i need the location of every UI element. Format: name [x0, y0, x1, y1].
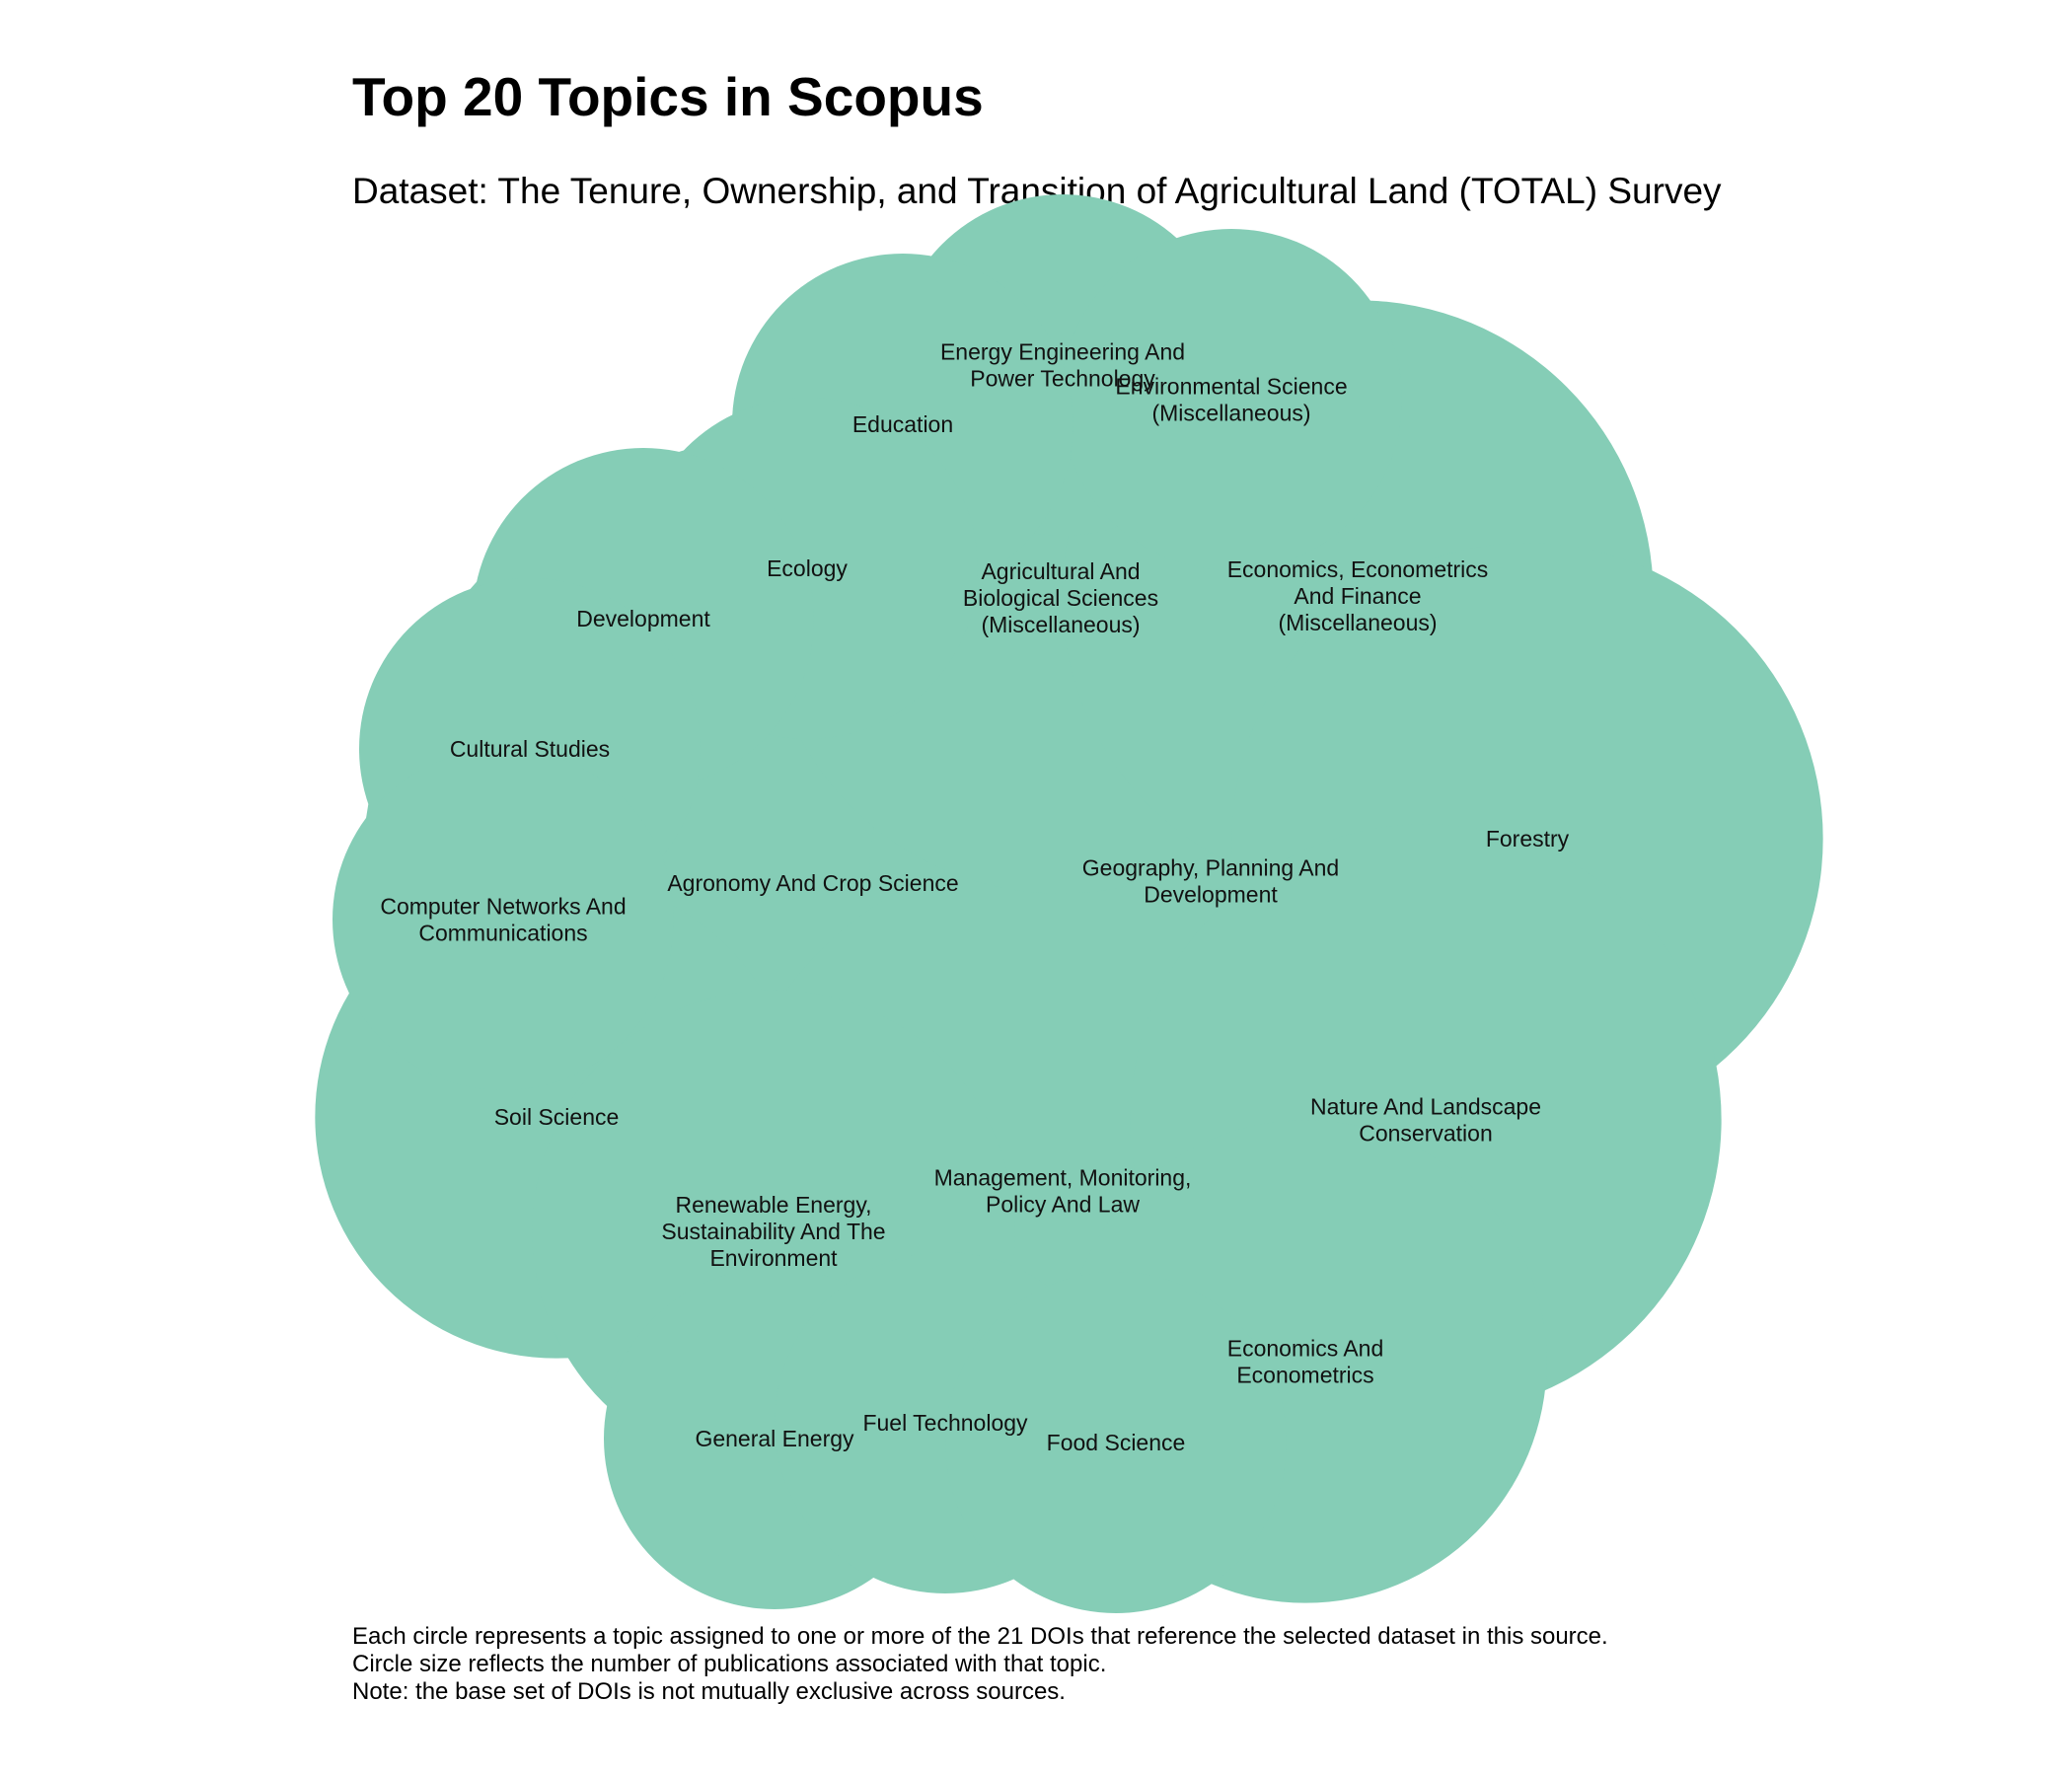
- topic-bubble: [333, 749, 674, 1090]
- topic-label: Nature And Landscape Conservation: [1310, 1094, 1541, 1147]
- topic-label: Computer Networks And Communications: [380, 894, 626, 946]
- topic-label: Cultural Studies: [450, 736, 610, 762]
- topic-label: General Energy: [695, 1426, 854, 1451]
- chart-title: Top 20 Topics in Scopus: [352, 66, 984, 127]
- topic-label: Agronomy And Crop Science: [667, 870, 958, 896]
- topic-label: Geography, Planning And Development: [1082, 855, 1339, 908]
- topic-label: Soil Science: [494, 1104, 620, 1130]
- topic-label: Renewable Energy, Sustainability And The E…: [661, 1192, 885, 1271]
- topic-label: Agricultural And Biological Sciences (Misc…: [963, 558, 1158, 637]
- note-line: Each circle represents a topic assigned …: [352, 1623, 1608, 1650]
- topic-label: Forestry: [1486, 826, 1570, 851]
- topic-label: Economics, Econometrics And Finance (Misce…: [1227, 556, 1489, 635]
- note-line: Circle size reflects the number of publi…: [352, 1651, 1107, 1677]
- topic-bubble: [945, 1272, 1287, 1613]
- topic-label: Ecology: [767, 555, 848, 581]
- topic-label: Development: [576, 606, 710, 631]
- chart-notes: Each circle represents a topic assigned …: [352, 1623, 1608, 1706]
- topic-bubble: [1061, 229, 1402, 570]
- topic-label: Management, Monitoring, Policy And Law: [934, 1165, 1192, 1218]
- topic-label: Food Science: [1047, 1430, 1186, 1455]
- topic-label: Economics And Econometrics: [1227, 1336, 1384, 1388]
- note-line: Note: the base set of DOIs is not mutual…: [352, 1678, 1066, 1705]
- topic-label: Environmental Science (Miscellaneous): [1115, 374, 1347, 426]
- topic-label: Fuel Technology: [862, 1410, 1028, 1436]
- topic-label: Education: [852, 411, 953, 437]
- topic-label: Energy Engineering And Power Technology: [940, 339, 1185, 392]
